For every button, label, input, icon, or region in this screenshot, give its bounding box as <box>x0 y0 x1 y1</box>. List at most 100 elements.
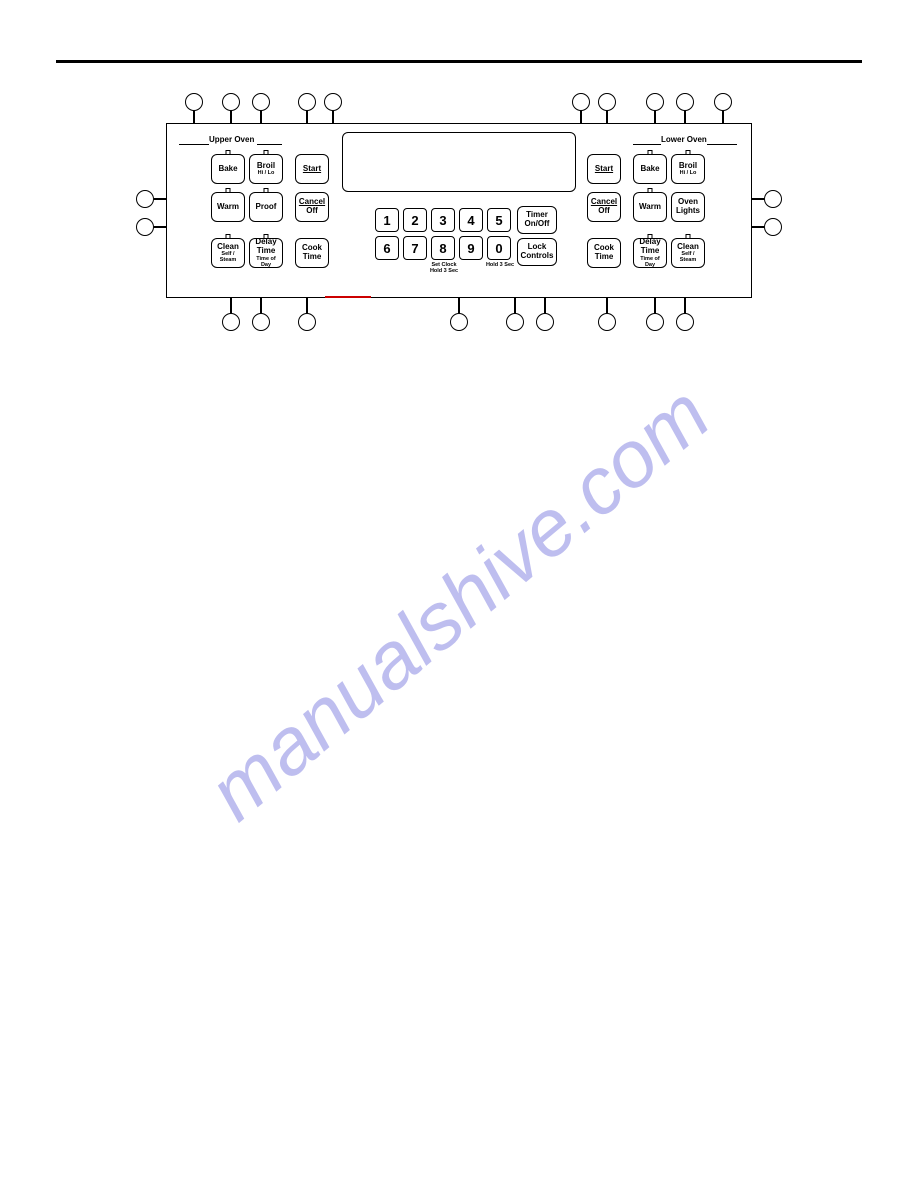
callout-circle <box>598 313 616 331</box>
btn-label2: Off <box>598 207 610 216</box>
control-panel-diagram: Upper Oven Lower Oven Bake Broil Hi / Lo… <box>136 93 782 343</box>
btn-sublabel: Hi / Lo <box>258 170 275 176</box>
callout-circle <box>222 313 240 331</box>
btn-label: Start <box>595 165 613 174</box>
keypad-8[interactable]: 8 <box>431 236 455 260</box>
lock-controls-button[interactable]: Lock Controls <box>517 238 557 266</box>
watermark: manualshive.com <box>191 368 727 839</box>
btn-label2: On/Off <box>525 220 550 229</box>
delay-time-button[interactable]: Delay Time Time of Day <box>633 238 667 268</box>
group-line <box>707 144 737 145</box>
bake-button[interactable]: Bake <box>633 154 667 184</box>
keypad-1[interactable]: 1 <box>375 208 399 232</box>
keypad-3[interactable]: 3 <box>431 208 455 232</box>
set-clock-label: Set Clock Hold 3 Sec <box>429 262 459 274</box>
bake-button[interactable]: Bake <box>211 154 245 184</box>
callout-circle <box>646 93 664 111</box>
callout-circle <box>572 93 590 111</box>
divider <box>56 60 862 63</box>
group-line <box>257 144 282 145</box>
panel-frame: Upper Oven Lower Oven Bake Broil Hi / Lo… <box>166 123 752 298</box>
indicator-icon <box>648 150 653 155</box>
broil-button[interactable]: Broil Hi / Lo <box>249 154 283 184</box>
indicator-icon <box>226 150 231 155</box>
callout-circle <box>324 93 342 111</box>
callout-circle <box>222 93 240 111</box>
group-line <box>633 144 661 145</box>
btn-label2: Off <box>306 207 318 216</box>
cook-time-button[interactable]: Cook Time <box>587 238 621 268</box>
warm-button[interactable]: Warm <box>211 192 245 222</box>
callout-circle <box>506 313 524 331</box>
indicator-icon <box>648 234 653 239</box>
btn-label2: Lights <box>676 207 700 216</box>
callout-circle <box>714 93 732 111</box>
keypad-6[interactable]: 6 <box>375 236 399 260</box>
callout-circle <box>136 190 154 208</box>
keypad-5[interactable]: 5 <box>487 208 511 232</box>
keypad-4[interactable]: 4 <box>459 208 483 232</box>
btn-label2: Time <box>257 247 276 256</box>
page: Upper Oven Lower Oven Bake Broil Hi / Lo… <box>0 0 918 403</box>
red-line <box>325 296 371 298</box>
indicator-icon <box>648 188 653 193</box>
btn-label: Warm <box>639 203 661 212</box>
keypad-0[interactable]: 0 <box>487 236 511 260</box>
cook-time-button[interactable]: Cook Time <box>295 238 329 268</box>
start-button[interactable]: Start <box>587 154 621 184</box>
cancel-off-button[interactable]: Cancel Off <box>295 192 329 222</box>
btn-label2: Time <box>595 253 614 262</box>
btn-label: Clean <box>677 243 699 252</box>
timer-button[interactable]: Timer On/Off <box>517 206 557 234</box>
btn-label: Bake <box>640 165 659 174</box>
btn-sublabel: Time of Day <box>251 256 281 268</box>
indicator-icon <box>686 150 691 155</box>
proof-button[interactable]: Proof <box>249 192 283 222</box>
btn-label: Broil <box>257 162 275 171</box>
delay-time-button[interactable]: Delay Time Time of Day <box>249 238 283 268</box>
clean-button[interactable]: Clean Self / Steam <box>211 238 245 268</box>
indicator-icon <box>264 234 269 239</box>
indicator-icon <box>226 188 231 193</box>
callout-circle <box>136 218 154 236</box>
callout-circle <box>536 313 554 331</box>
indicator-icon <box>226 234 231 239</box>
hold-3-sec-label: Hold 3 Sec <box>485 262 515 268</box>
btn-sublabel: Self / Steam <box>673 251 703 263</box>
keypad-7[interactable]: 7 <box>403 236 427 260</box>
callout-circle <box>298 313 316 331</box>
callout-circle <box>676 313 694 331</box>
indicator-icon <box>686 234 691 239</box>
btn-label2: Time <box>641 247 660 256</box>
callout-circle <box>252 313 270 331</box>
callout-circle <box>252 93 270 111</box>
keypad-2[interactable]: 2 <box>403 208 427 232</box>
callout-circle <box>764 190 782 208</box>
group-line <box>179 144 209 145</box>
keypad-9[interactable]: 9 <box>459 236 483 260</box>
callout-circle <box>764 218 782 236</box>
callout-circle <box>646 313 664 331</box>
btn-label2: Controls <box>521 252 554 261</box>
btn-sublabel: Self / Steam <box>213 251 243 263</box>
broil-button[interactable]: Broil Hi / Lo <box>671 154 705 184</box>
indicator-icon <box>264 188 269 193</box>
callout-circle <box>185 93 203 111</box>
btn-label2: Time <box>303 253 322 262</box>
callout-circle <box>298 93 316 111</box>
callout-circle <box>676 93 694 111</box>
indicator-icon <box>264 150 269 155</box>
cancel-off-button[interactable]: Cancel Off <box>587 192 621 222</box>
oven-lights-button[interactable]: Oven Lights <box>671 192 705 222</box>
clean-button[interactable]: Clean Self / Steam <box>671 238 705 268</box>
warm-button[interactable]: Warm <box>633 192 667 222</box>
btn-label: Proof <box>256 203 277 212</box>
lcd-display <box>342 132 576 192</box>
btn-sublabel: Time of Day <box>635 256 665 268</box>
start-button[interactable]: Start <box>295 154 329 184</box>
lower-oven-label: Lower Oven <box>661 135 707 144</box>
btn-label: Bake <box>218 165 237 174</box>
callout-circle <box>450 313 468 331</box>
btn-label: Warm <box>217 203 239 212</box>
btn-label: Clean <box>217 243 239 252</box>
